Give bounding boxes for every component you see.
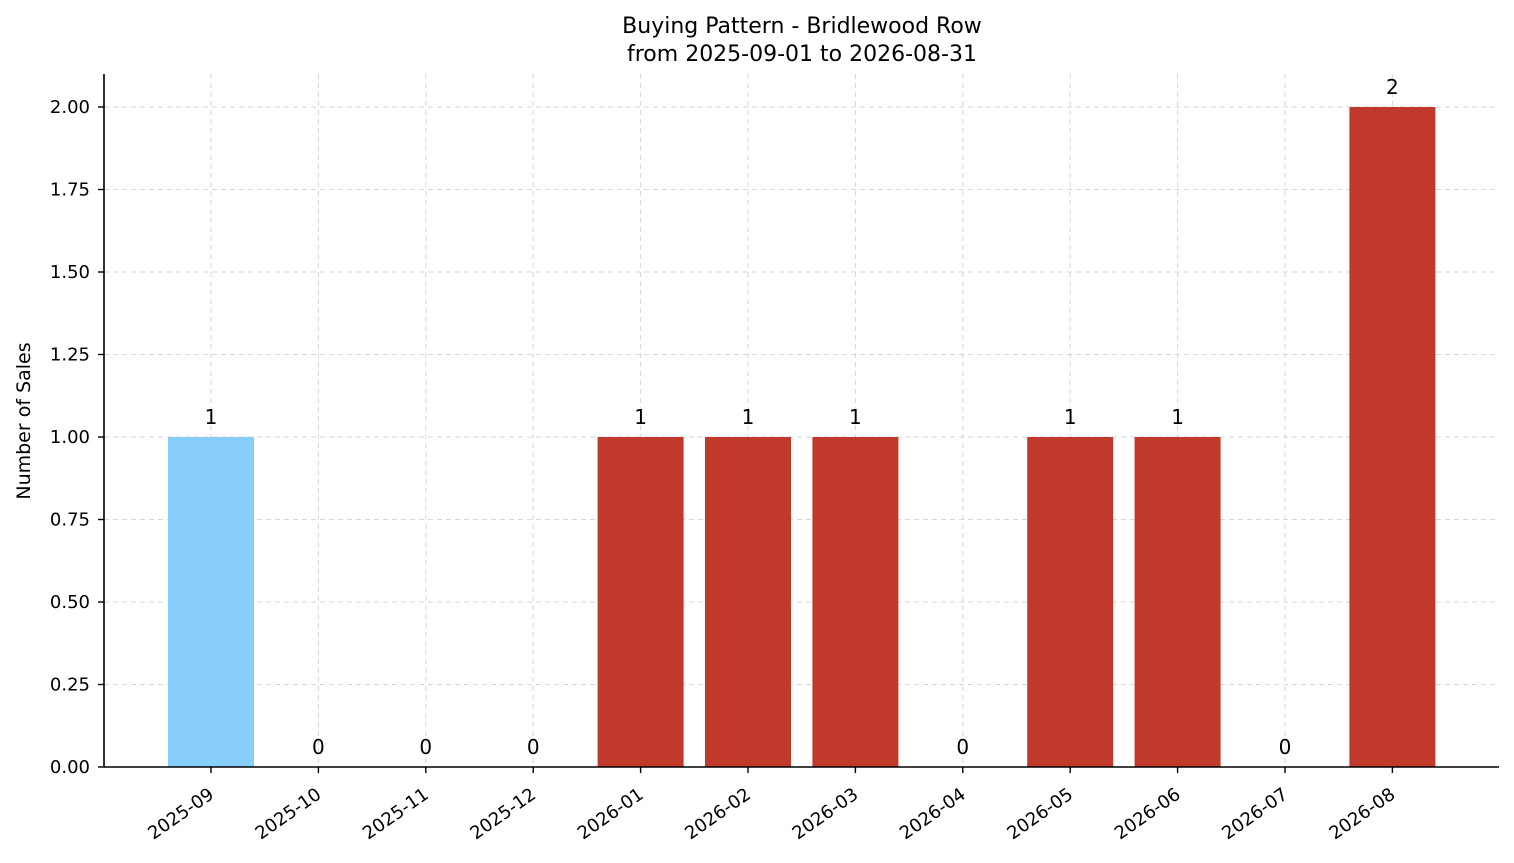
data-label-2026-04: 0 <box>956 735 969 759</box>
bar-2026-02 <box>705 437 791 767</box>
x-tick-label: 2026-07 <box>1218 784 1292 844</box>
x-tick-label: 2026-04 <box>896 784 970 844</box>
y-tick-label: 0.00 <box>50 757 90 778</box>
y-tick-label: 0.75 <box>50 510 90 531</box>
axes <box>103 74 1499 768</box>
y-tick-label: 1.25 <box>50 345 90 366</box>
x-tick-label: 2026-05 <box>1003 784 1077 844</box>
bars <box>168 107 1436 767</box>
chart-title: Buying Pattern - Bridlewood Row <box>622 14 982 39</box>
chart-subtitle: from 2025-09-01 to 2026-08-31 <box>627 42 977 67</box>
grid <box>104 74 1499 768</box>
y-tick-label: 1.75 <box>50 180 90 201</box>
data-labels: 1 0 0 0 1 1 1 0 1 1 0 2 <box>205 75 1399 759</box>
data-label-2025-09: 1 <box>205 405 218 429</box>
x-tick-label: 2026-03 <box>789 784 863 844</box>
data-label-2025-12: 0 <box>527 735 540 759</box>
data-label-2026-06: 1 <box>1171 405 1184 429</box>
y-tick-label: 1.50 <box>50 262 90 283</box>
y-tick-label: 2.00 <box>50 97 90 118</box>
y-ticks: 0.00 0.25 0.50 0.75 1.00 1.25 1.50 1.75 2.00 <box>50 97 104 778</box>
x-tick-label: 2026-01 <box>574 784 648 844</box>
bar-2026-01 <box>597 437 684 767</box>
bar-2026-03 <box>812 437 899 767</box>
bar-2026-05 <box>1027 437 1114 767</box>
data-label-2026-02: 1 <box>742 405 755 429</box>
data-label-2025-10: 0 <box>312 735 325 759</box>
y-axis-label: Number of Sales <box>13 342 35 499</box>
data-label-2026-08: 2 <box>1386 75 1399 99</box>
x-tick-label: 2025-10 <box>252 784 326 844</box>
data-label-2025-11: 0 <box>419 735 432 759</box>
data-label-2026-05: 1 <box>1064 405 1077 429</box>
y-tick-label: 1.00 <box>50 427 90 448</box>
x-tick-label: 2025-12 <box>466 784 540 844</box>
x-tick-label: 2025-11 <box>359 784 433 844</box>
data-label-2026-01: 1 <box>634 405 647 429</box>
bar-2026-08 <box>1349 107 1436 767</box>
x-tick-label: 2026-08 <box>1326 784 1400 844</box>
x-tick-label: 2026-02 <box>681 784 755 844</box>
x-tick-label: 2026-06 <box>1111 784 1185 844</box>
data-label-2026-03: 1 <box>849 405 862 429</box>
bar-2026-06 <box>1134 437 1221 767</box>
x-ticks: 2025-09 2025-10 2025-11 2025-12 2026-01 2026-… <box>144 767 1399 844</box>
data-label-2026-07: 0 <box>1279 735 1292 759</box>
x-tick-label: 2025-09 <box>144 784 218 844</box>
y-tick-label: 0.50 <box>50 592 90 613</box>
y-tick-label: 0.25 <box>50 675 90 696</box>
bar-2025-09 <box>168 437 254 767</box>
